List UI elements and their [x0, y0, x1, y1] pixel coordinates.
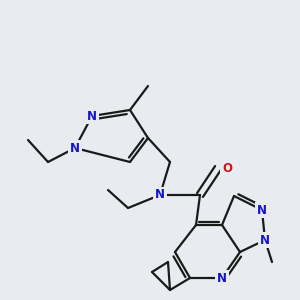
Text: N: N	[155, 188, 165, 202]
Text: N: N	[87, 110, 97, 122]
Text: N: N	[257, 203, 267, 217]
Text: N: N	[70, 142, 80, 154]
Text: O: O	[222, 161, 232, 175]
Text: N: N	[217, 272, 227, 284]
Text: N: N	[260, 233, 270, 247]
